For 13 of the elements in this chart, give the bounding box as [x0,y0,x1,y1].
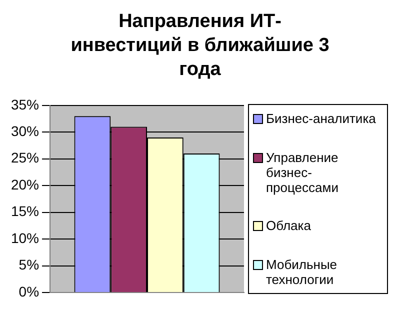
y-tick-label: 0% [18,283,40,300]
y-tick-label: 15% [10,203,40,220]
y-tick-label: 25% [10,150,40,166]
legend-label: Мобильные технологии [266,256,338,287]
y-tick-label: 35% [10,96,40,112]
legend-label: Управление бизнес-процессами [266,150,340,195]
y-tick-label: 30% [10,123,40,139]
legend-label: Бизнес-аналитика [266,111,376,126]
y-tick-label: 20% [10,176,40,192]
y-tick-label: 10% [10,230,40,246]
legend-label: Облака [266,218,311,234]
y-tick-label: 5% [18,256,40,273]
chart-title: Направления ИТ-инвестиций в ближайшие 3 года [70,10,330,82]
